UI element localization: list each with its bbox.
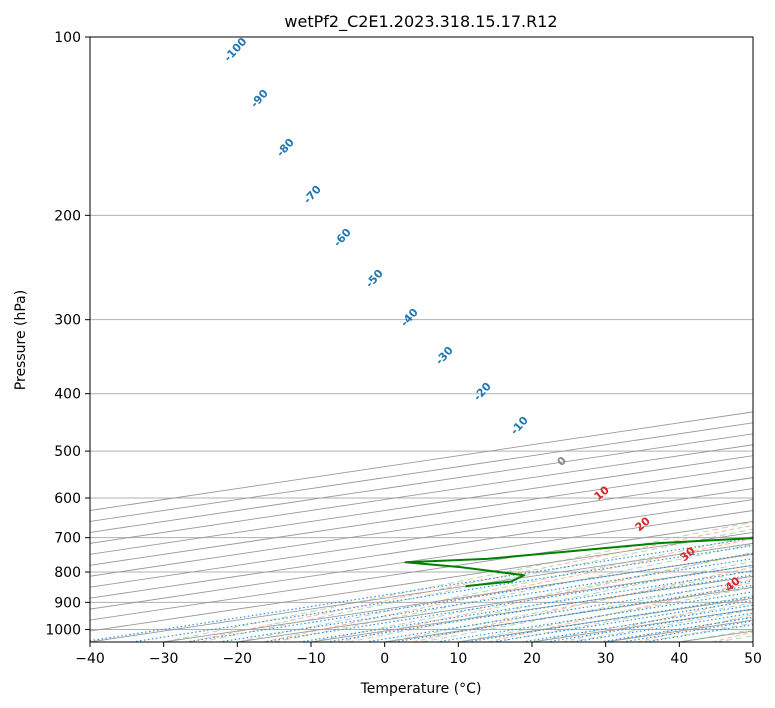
- mixing-ratio-line: [299, 570, 753, 642]
- x-tick-label: 20: [523, 651, 541, 667]
- x-tick-label: 30: [597, 651, 615, 667]
- isotherm-line: [90, 520, 753, 621]
- y-tick-label: 300: [54, 313, 81, 329]
- isotherm-line: [90, 466, 753, 566]
- y-tick-label: 1000: [45, 622, 81, 638]
- y-tick-label: 800: [54, 565, 81, 581]
- dewpoint-profile-line: [404, 537, 753, 588]
- y-axis-ticks: 100 200 300 400 500 600 700 800 900 1000: [45, 30, 90, 638]
- chart-title: wetPf2_C2E1.2023.318.15.17.R12: [284, 12, 557, 32]
- x-axis-ticks: −40 −30 −20 −10 0 10 20 30 40 50: [75, 642, 762, 667]
- mixing-ratio-line: [325, 574, 753, 642]
- isotherm-line: [90, 455, 753, 555]
- isotherm-line: [90, 444, 753, 544]
- moist-adiabat-line: [237, 535, 753, 642]
- y-tick-label: 700: [54, 531, 81, 547]
- x-tick-label: −30: [149, 651, 179, 667]
- x-tick-label: −10: [296, 651, 326, 667]
- y-tick-label: 600: [54, 491, 81, 507]
- mixing-ratio-line: [365, 580, 753, 642]
- x-axis-label: Temperature (°C): [360, 681, 482, 697]
- isotherm-line: [90, 499, 753, 599]
- y-tick-label: 100: [54, 30, 81, 46]
- dry-adiabat-line: [263, 538, 753, 642]
- x-tick-label: 50: [744, 651, 762, 667]
- x-tick-label: −20: [223, 651, 253, 667]
- x-tick-label: 10: [449, 651, 467, 667]
- x-tick-label: 0: [380, 651, 389, 667]
- moist-adiabat-line: [163, 521, 753, 642]
- isotherm-line: [90, 488, 753, 588]
- x-tick-label: 40: [670, 651, 688, 667]
- isotherm-line: [90, 510, 753, 610]
- x-tick-label: −40: [75, 651, 105, 667]
- plot-frame: [89, 36, 754, 643]
- y-tick-label: 400: [54, 387, 81, 403]
- y-tick-label: 900: [54, 595, 81, 611]
- data-layer: [404, 537, 753, 588]
- isotherm-line: [90, 477, 753, 577]
- y-tick-label: 200: [54, 208, 81, 224]
- y-axis-label: Pressure (hPa): [13, 290, 29, 390]
- y-tick-label: 500: [54, 444, 81, 460]
